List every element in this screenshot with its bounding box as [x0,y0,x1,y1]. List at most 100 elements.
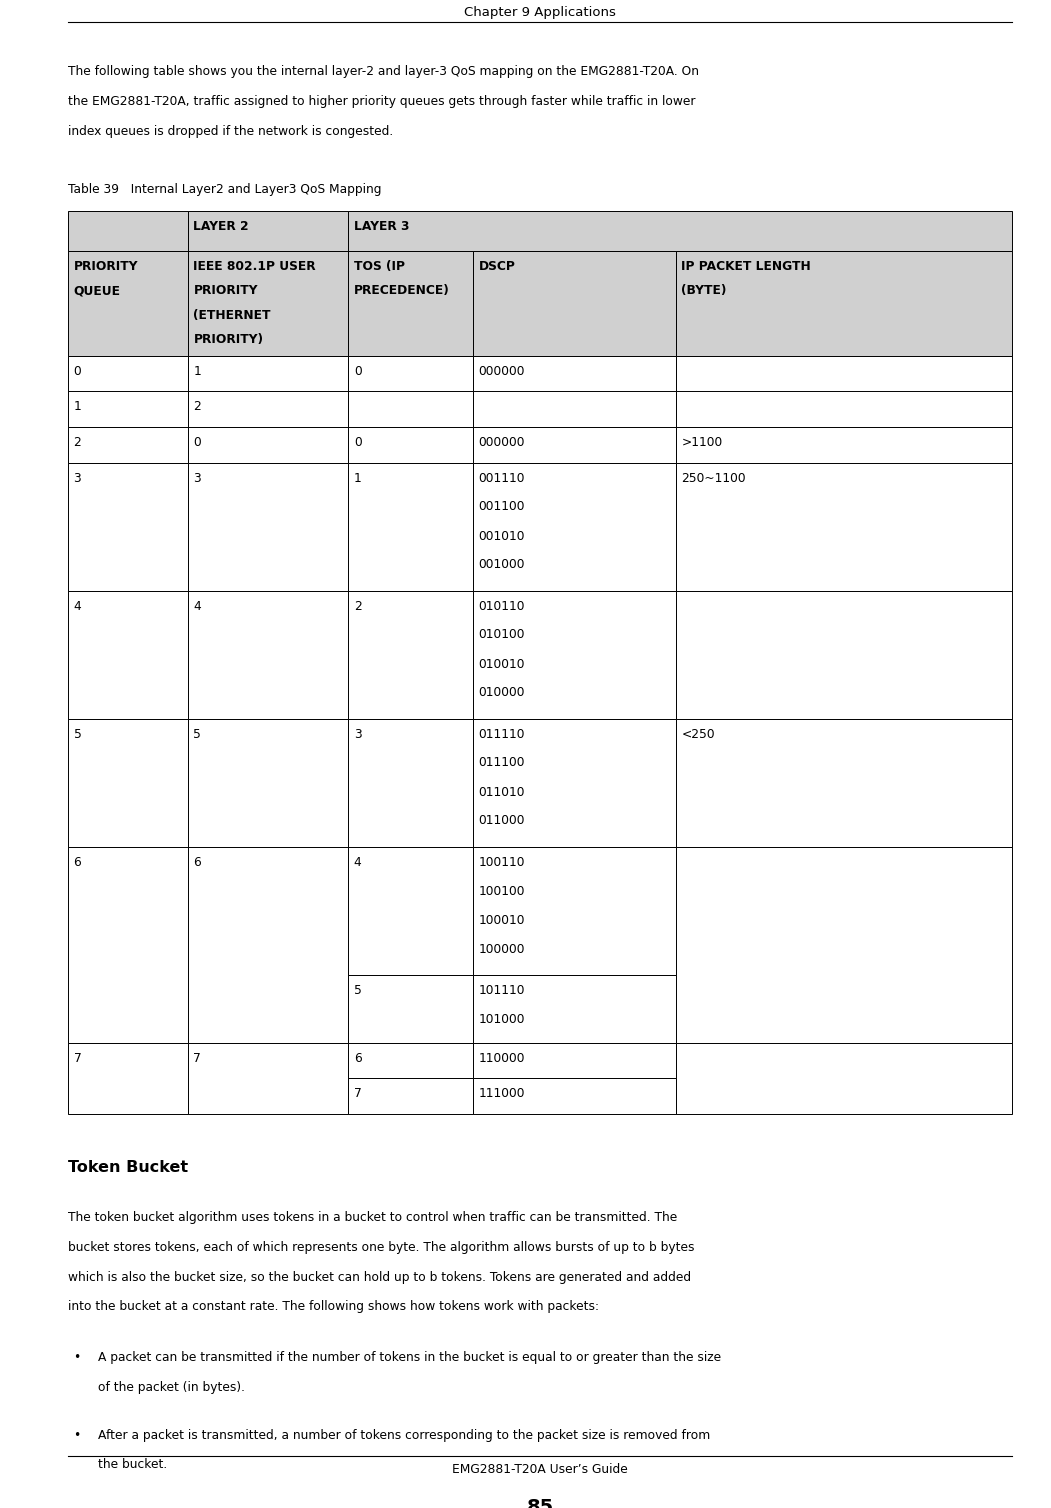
Text: PRIORITY): PRIORITY) [193,333,264,347]
Bar [676,356,1012,392]
Bar [676,591,1012,718]
Bar [348,392,473,427]
Text: 4: 4 [74,600,81,612]
Text: 101110: 101110 [478,983,526,997]
Bar [68,250,188,356]
Bar [68,846,188,1042]
Bar [348,1078,473,1113]
Text: PRECEDENCE): PRECEDENCE) [354,285,450,297]
Bar [473,974,676,1042]
Text: 250~1100: 250~1100 [681,472,746,484]
Bar [348,718,473,846]
Bar [676,718,1012,846]
Text: 1: 1 [354,472,362,484]
Bar [188,591,348,718]
Bar [348,1042,473,1078]
Text: 110000: 110000 [478,1051,526,1065]
Text: 7: 7 [354,1087,362,1099]
Text: (BYTE): (BYTE) [681,285,727,297]
Text: 5: 5 [354,983,362,997]
Text: 0: 0 [193,436,201,449]
Text: 000000: 000000 [478,436,526,449]
Text: 85: 85 [527,1497,554,1508]
Bar [188,718,348,846]
Bar [188,463,348,591]
Text: TOS (IP: TOS (IP [354,259,405,273]
Text: 100010: 100010 [478,914,526,926]
Bar [68,211,188,250]
Text: 001110: 001110 [478,472,526,484]
Text: 010100: 010100 [478,629,526,641]
Text: 011010: 011010 [478,786,526,799]
Text: 000000: 000000 [478,365,526,379]
Text: 1: 1 [193,365,201,379]
Bar [473,718,676,846]
Text: of the packet (in bytes).: of the packet (in bytes). [98,1381,245,1393]
Text: 6: 6 [354,1051,362,1065]
Text: EMG2881-T20A User’s Guide: EMG2881-T20A User’s Guide [452,1463,627,1476]
Text: 100110: 100110 [478,855,526,869]
Bar [348,211,1012,250]
Text: index queues is dropped if the network is congested.: index queues is dropped if the network i… [68,125,393,139]
Text: 5: 5 [193,727,201,740]
Bar [473,591,676,718]
Bar [68,392,188,427]
Text: 2: 2 [74,436,81,449]
Bar [473,1042,676,1078]
Text: 7: 7 [74,1051,81,1065]
Text: 5: 5 [74,727,81,740]
Text: bucket stores tokens, each of which represents one byte. The algorithm allows bu: bucket stores tokens, each of which repr… [68,1241,695,1255]
Bar [188,392,348,427]
Bar [676,392,1012,427]
Text: Table 39   Internal Layer2 and Layer3 QoS Mapping: Table 39 Internal Layer2 and Layer3 QoS … [68,182,382,196]
Text: 3: 3 [193,472,201,484]
Text: the EMG2881-T20A, traffic assigned to higher priority queues gets through faster: the EMG2881-T20A, traffic assigned to hi… [68,95,696,109]
Text: 010010: 010010 [478,657,526,671]
Bar [68,591,188,718]
Text: IEEE 802.1P USER: IEEE 802.1P USER [193,259,316,273]
Bar [348,974,473,1042]
Bar [188,356,348,392]
Bar [676,463,1012,591]
Text: 4: 4 [354,855,362,869]
Bar [68,718,188,846]
Bar [473,250,676,356]
Text: 100100: 100100 [478,885,526,897]
Text: IP PACKET LENGTH: IP PACKET LENGTH [681,259,811,273]
Text: 1: 1 [74,401,81,413]
Bar [348,591,473,718]
Text: 6: 6 [74,855,81,869]
Bar [188,250,348,356]
Text: •: • [73,1428,80,1442]
Text: 001000: 001000 [478,558,526,572]
Text: 0: 0 [74,365,81,379]
Bar [676,1042,1012,1113]
Text: 0: 0 [354,436,362,449]
Text: DSCP: DSCP [478,259,515,273]
Text: Chapter 9 Applications: Chapter 9 Applications [465,6,616,20]
Bar [473,846,676,974]
Text: •: • [73,1351,80,1365]
Text: 010110: 010110 [478,600,526,612]
Text: 2: 2 [354,600,362,612]
Bar [676,427,1012,463]
Text: 7: 7 [193,1051,201,1065]
Bar [68,1042,188,1113]
Text: LAYER 2: LAYER 2 [193,220,249,234]
Text: LAYER 3: LAYER 3 [354,220,410,234]
Text: 001100: 001100 [478,501,526,514]
Text: 101000: 101000 [478,1012,526,1025]
Bar [676,250,1012,356]
Bar [348,427,473,463]
Text: into the bucket at a constant rate. The following shows how tokens work with pac: into the bucket at a constant rate. The … [68,1300,599,1313]
Text: 0: 0 [354,365,362,379]
Text: which is also the bucket size, so the bucket can hold up to b tokens. Tokens are: which is also the bucket size, so the bu… [68,1271,692,1283]
Text: 010000: 010000 [478,686,526,700]
Bar [348,846,473,974]
Text: The following table shows you the internal layer-2 and layer-3 QoS mapping on th: The following table shows you the intern… [68,65,699,78]
Text: The token bucket algorithm uses tokens in a bucket to control when traffic can b: The token bucket algorithm uses tokens i… [68,1211,677,1224]
Text: 001010: 001010 [478,529,526,543]
Text: After a packet is transmitted, a number of tokens corresponding to the packet si: After a packet is transmitted, a number … [98,1428,710,1442]
Text: (ETHERNET: (ETHERNET [193,309,271,323]
Bar [68,427,188,463]
